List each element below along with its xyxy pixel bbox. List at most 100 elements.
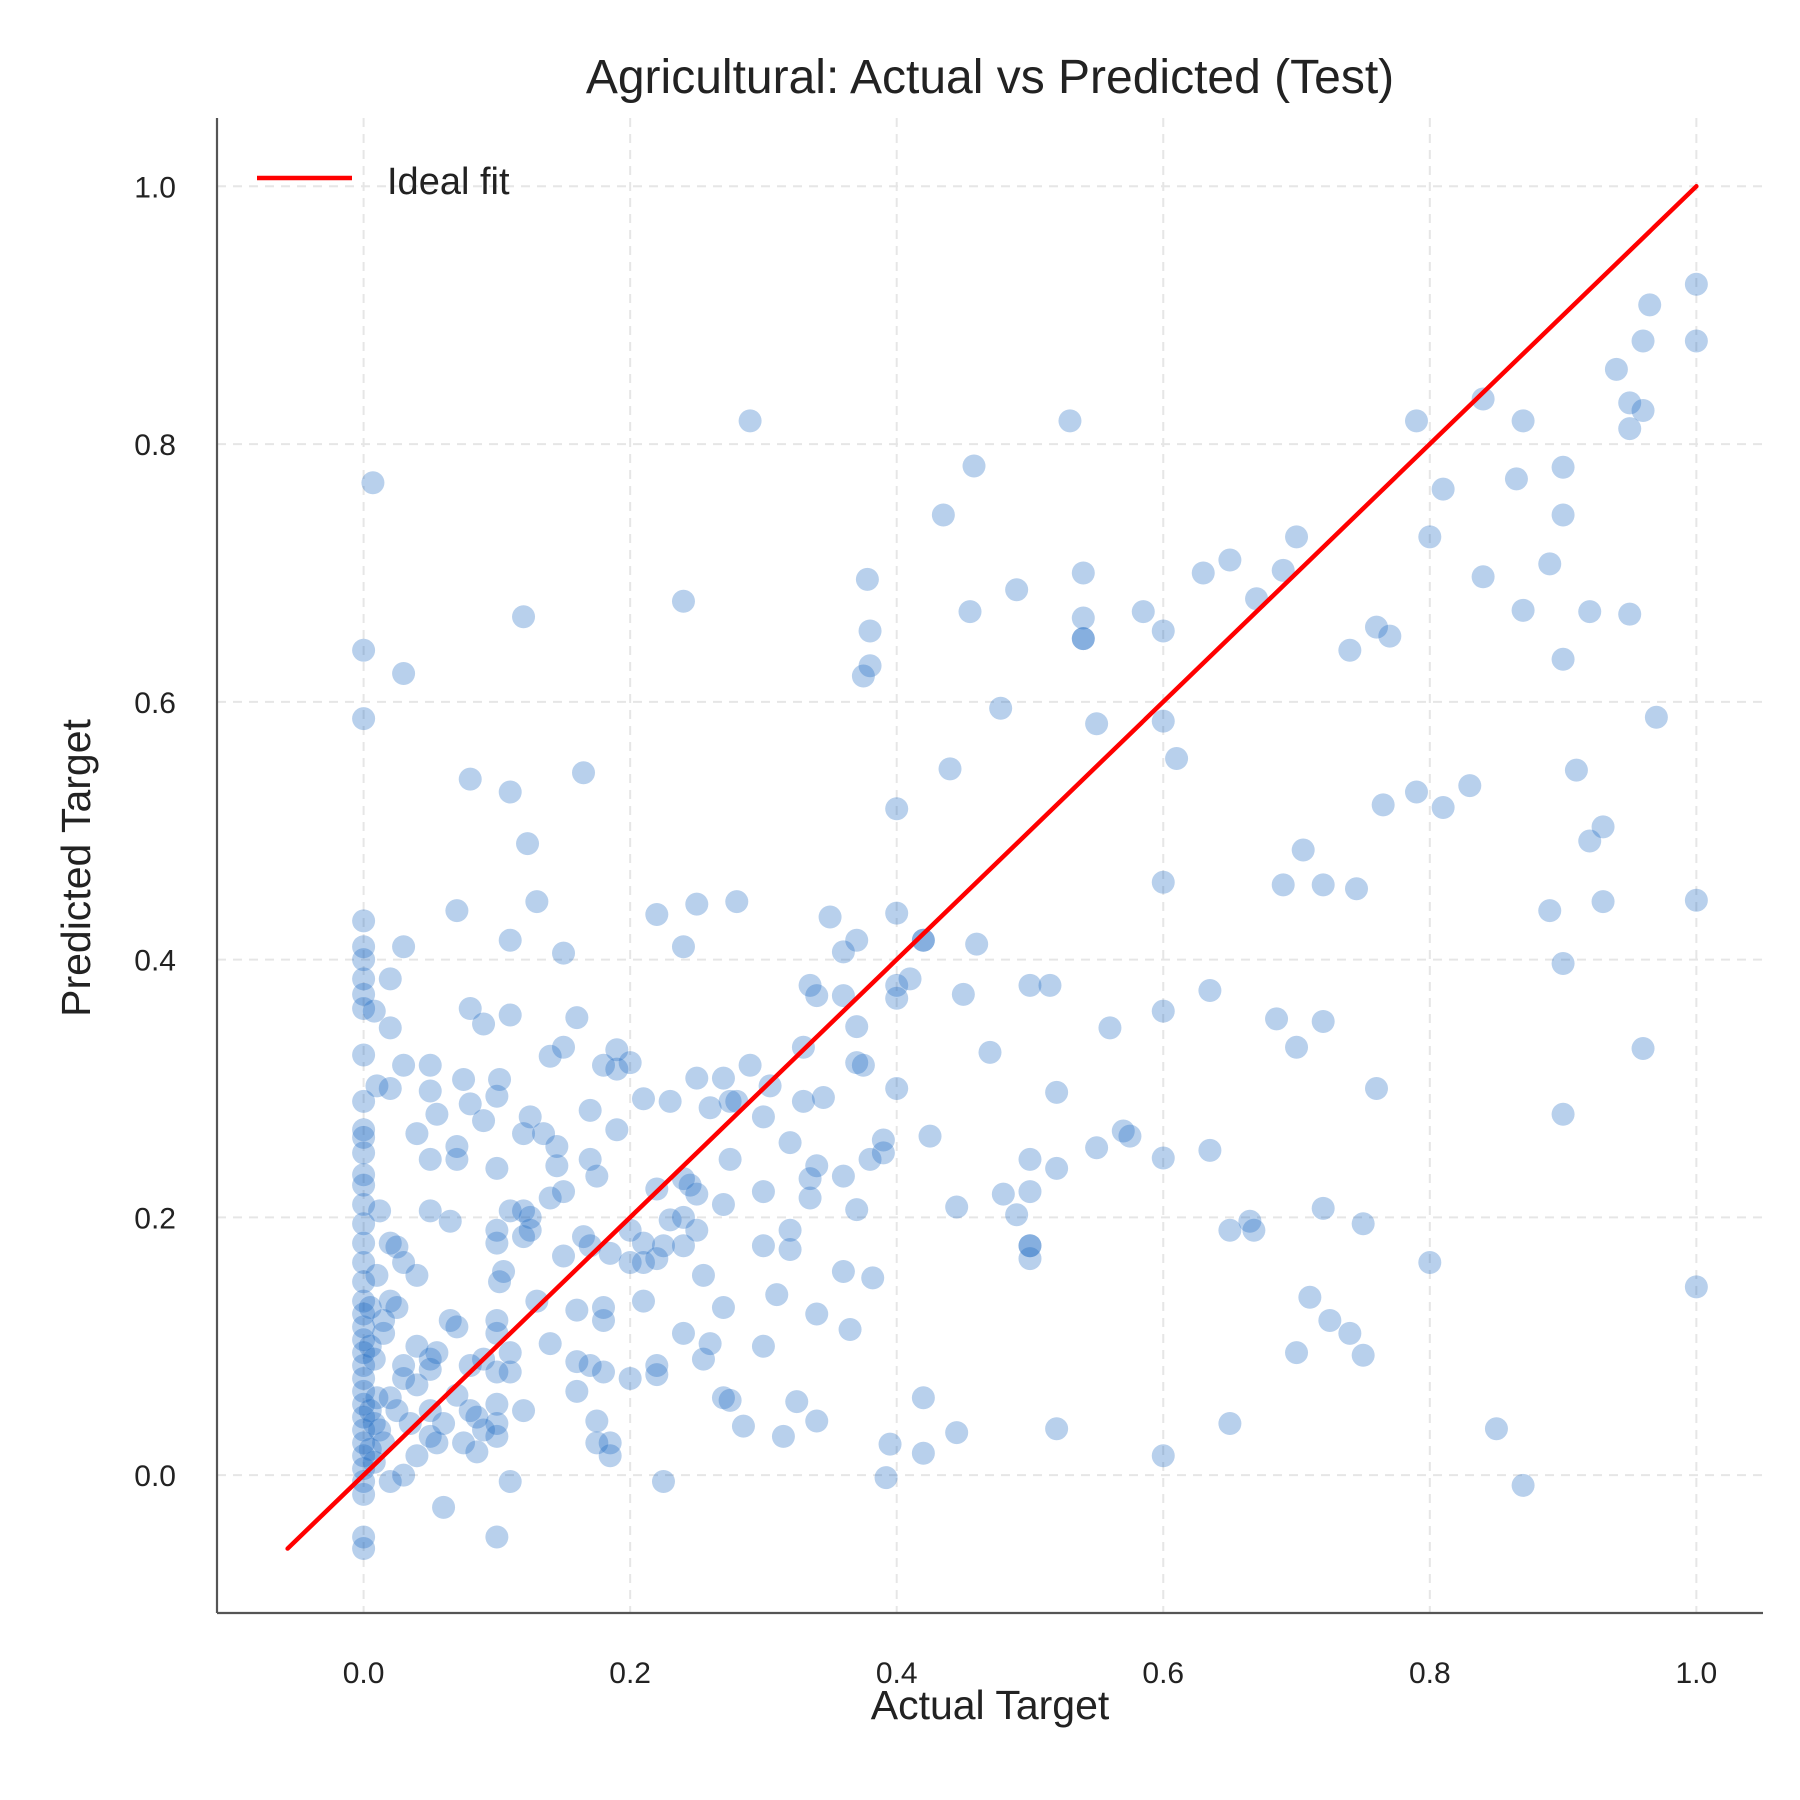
data-point — [658, 1089, 682, 1113]
data-point — [1071, 627, 1095, 651]
data-point — [1111, 1119, 1135, 1143]
data-point — [1071, 606, 1095, 630]
data-point — [1005, 578, 1029, 602]
data-point — [831, 1259, 855, 1283]
data-point — [1191, 561, 1215, 585]
data-point — [671, 935, 695, 959]
data-point — [372, 1308, 396, 1332]
data-point — [1551, 647, 1575, 671]
data-point — [538, 1044, 562, 1068]
data-point — [516, 832, 540, 856]
x-tick-label: 1.0 — [1676, 1657, 1718, 1690]
y-tick-label: 0.2 — [134, 1202, 176, 1235]
data-point — [1098, 1016, 1122, 1040]
data-point — [498, 1003, 522, 1027]
data-point — [578, 1098, 602, 1122]
data-point — [352, 1141, 376, 1165]
data-point — [962, 454, 986, 478]
x-tick-label: 0.0 — [343, 1657, 385, 1690]
data-point — [532, 1122, 556, 1146]
data-point — [518, 1105, 542, 1129]
data-point — [1285, 1035, 1309, 1059]
data-point — [811, 1085, 835, 1109]
data-point — [718, 1147, 742, 1171]
data-point — [352, 1537, 376, 1561]
data-point — [1311, 1009, 1335, 1033]
data-point — [1618, 417, 1642, 441]
data-point — [1151, 999, 1175, 1023]
data-point — [1045, 1156, 1069, 1180]
data-point — [352, 1366, 376, 1390]
data-point — [978, 1040, 1002, 1064]
data-point — [512, 1122, 536, 1146]
data-point — [362, 1412, 386, 1436]
data-point — [1471, 387, 1495, 411]
data-point — [418, 1079, 442, 1103]
data-point — [1151, 870, 1175, 894]
data-point — [918, 1124, 942, 1148]
data-point — [651, 1234, 675, 1258]
data-point — [352, 1118, 376, 1142]
data-point — [352, 909, 376, 933]
data-point — [372, 1321, 396, 1345]
data-point — [851, 664, 875, 688]
data-point — [1551, 951, 1575, 975]
y-tick-label: 0.0 — [134, 1460, 176, 1493]
data-point — [552, 1244, 576, 1268]
grid — [217, 118, 1763, 1613]
data-point — [452, 1431, 476, 1455]
data-point — [512, 1199, 536, 1223]
data-point — [1085, 1136, 1109, 1160]
data-point — [472, 1418, 496, 1442]
data-point — [1404, 409, 1428, 433]
y-tick-label: 0.6 — [134, 687, 176, 720]
data-point — [1151, 1444, 1175, 1468]
data-point — [485, 1392, 509, 1416]
data-point — [512, 1399, 536, 1423]
data-point — [771, 1424, 795, 1448]
data-point — [425, 1341, 449, 1365]
data-point — [778, 1218, 802, 1242]
data-point — [885, 973, 909, 997]
data-point — [362, 1347, 386, 1371]
data-point — [871, 1141, 895, 1165]
data-point — [485, 1156, 509, 1180]
data-point — [485, 1084, 509, 1108]
data-point — [1504, 467, 1528, 491]
data-point — [751, 1180, 775, 1204]
data-point — [945, 1195, 969, 1219]
data-point — [885, 901, 909, 925]
data-point — [392, 935, 416, 959]
data-point — [1045, 1080, 1069, 1104]
y-tick-label: 0.4 — [134, 945, 176, 978]
data-point — [352, 1431, 376, 1455]
data-point — [965, 932, 989, 956]
data-point — [1644, 705, 1668, 729]
data-point — [352, 1457, 376, 1481]
x-tick-label: 0.2 — [609, 1657, 651, 1690]
data-point — [488, 1067, 512, 1091]
data-point — [365, 1074, 389, 1098]
data-point — [365, 1263, 389, 1287]
data-point — [378, 967, 402, 991]
data-point — [352, 997, 376, 1021]
data-point — [671, 1234, 695, 1258]
data-point — [678, 1173, 702, 1197]
data-point — [798, 1186, 822, 1210]
data-point — [498, 1199, 522, 1223]
data-point — [458, 1092, 482, 1116]
data-point — [378, 1231, 402, 1255]
data-point — [1631, 329, 1655, 353]
data-point — [545, 1154, 569, 1178]
data-point — [1371, 793, 1395, 817]
data-point — [1351, 1343, 1375, 1367]
data-point — [1638, 293, 1662, 317]
data-point — [1271, 873, 1295, 897]
data-point — [378, 1386, 402, 1410]
data-point — [352, 1289, 376, 1313]
data-point — [352, 1163, 376, 1187]
data-point — [578, 1147, 602, 1171]
data-point — [512, 1225, 536, 1249]
data-point — [498, 1360, 522, 1384]
data-point — [485, 1360, 509, 1384]
